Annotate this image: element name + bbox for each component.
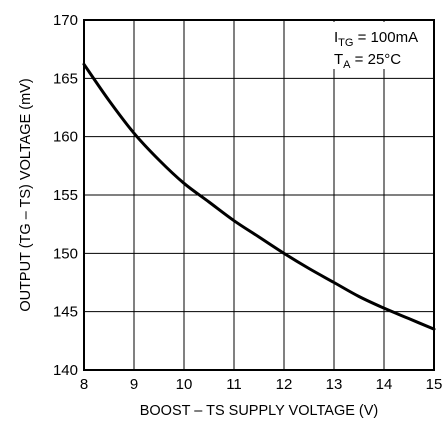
series-group: [82, 62, 436, 331]
x-tick-label: 10: [176, 376, 193, 393]
plot-area-frame: [83, 19, 435, 371]
x-tick-label: 8: [80, 376, 88, 393]
condition-annotation: TA = 25°C: [334, 51, 401, 71]
x-tick-label: 9: [130, 376, 138, 393]
grid-lines: [83, 19, 435, 371]
x-axis-title: BOOST – TS SUPPLY VOLTAGE (V): [140, 403, 379, 419]
y-tick-label: 150: [53, 245, 78, 262]
y-axis-title: OUTPUT (TG – TS) VOLTAGE (mV): [18, 78, 34, 311]
x-tick-labels: 8 9 10 11 12 13 14 15: [80, 376, 443, 393]
y-tick-label: 155: [53, 187, 78, 204]
y-tick-labels: 140 145 150 155 160 165 170: [53, 12, 78, 379]
y-tick-label: 145: [53, 304, 78, 321]
x-tick-label: 12: [276, 376, 293, 393]
x-tick-label: 15: [426, 376, 443, 393]
condition-annotation: ITG = 100mA: [334, 29, 418, 49]
x-tick-label: 13: [326, 376, 343, 393]
x-tick-label: 11: [226, 376, 242, 393]
y-tick-label: 170: [53, 12, 78, 29]
x-tick-label: 14: [376, 376, 393, 393]
series-line: [82, 62, 436, 331]
y-tick-label: 140: [53, 362, 78, 379]
annotation-box: [328, 22, 432, 69]
y-tick-label: 160: [53, 129, 78, 146]
y-tick-label: 165: [53, 70, 78, 87]
